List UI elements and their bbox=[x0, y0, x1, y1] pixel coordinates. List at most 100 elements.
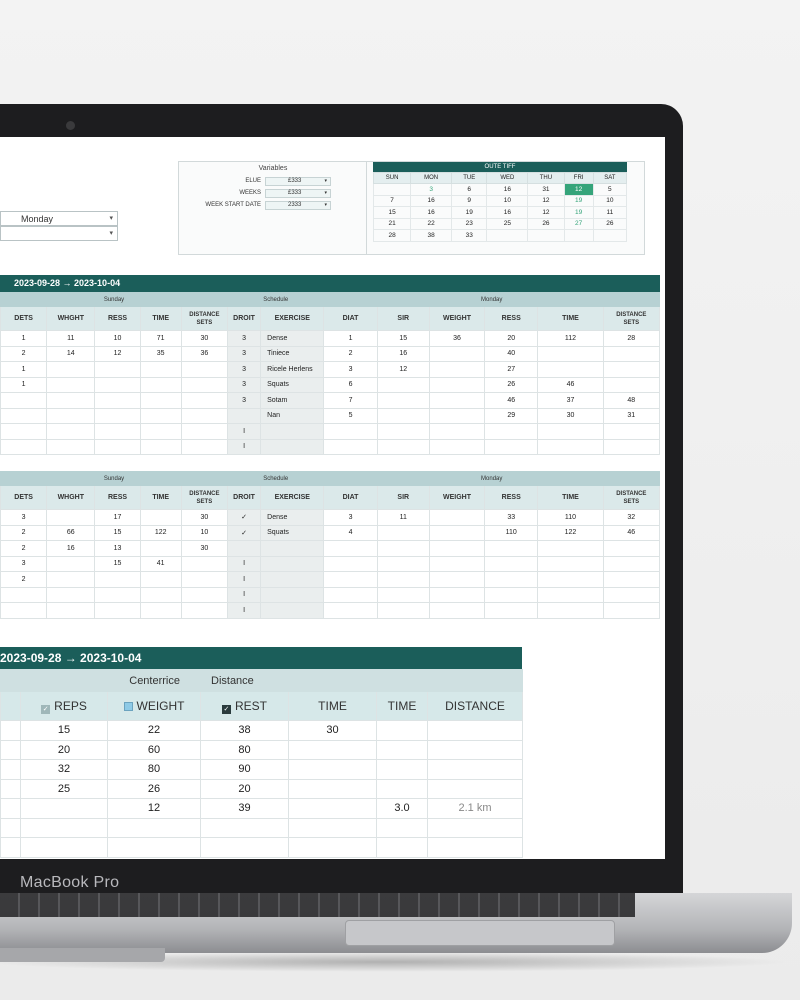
day-select[interactable]: Monday ▾ bbox=[0, 211, 118, 226]
column-header[interactable]: DETS bbox=[0, 306, 48, 331]
calendar-day[interactable]: 16 bbox=[410, 206, 453, 219]
table-cell[interactable] bbox=[139, 423, 182, 440]
table-cell[interactable]: 22 bbox=[107, 720, 201, 741]
row-mark[interactable]: I bbox=[226, 602, 262, 619]
table-cell[interactable]: 66 bbox=[46, 524, 96, 541]
column-header[interactable]: ✓ REST bbox=[200, 691, 289, 721]
table-cell[interactable] bbox=[46, 438, 96, 455]
table-cell[interactable]: 7 bbox=[323, 392, 378, 409]
table-cell[interactable] bbox=[139, 407, 182, 424]
table-cell[interactable]: 39 bbox=[200, 798, 289, 819]
table-cell[interactable]: 36 bbox=[428, 330, 486, 347]
table-cell[interactable] bbox=[376, 720, 429, 741]
table-cell[interactable]: 80 bbox=[107, 759, 201, 780]
calendar-day[interactable]: 19 bbox=[563, 194, 594, 207]
table-cell[interactable]: 3 bbox=[0, 509, 48, 526]
table-cell[interactable] bbox=[484, 602, 539, 619]
row-mark[interactable]: 3 bbox=[226, 345, 262, 362]
exercise-cell[interactable] bbox=[260, 423, 325, 440]
table-cell[interactable] bbox=[20, 798, 108, 819]
table-cell[interactable] bbox=[200, 817, 289, 838]
table-cell[interactable] bbox=[602, 602, 661, 619]
variable-value-select[interactable]: £333 ▾ bbox=[265, 189, 331, 198]
table-cell[interactable]: 80 bbox=[200, 739, 289, 760]
table-cell[interactable] bbox=[180, 361, 229, 378]
table-cell[interactable] bbox=[537, 423, 604, 440]
table-cell[interactable]: 16 bbox=[376, 345, 430, 362]
table-cell[interactable] bbox=[323, 555, 378, 572]
table-cell[interactable] bbox=[376, 376, 430, 393]
calendar-day[interactable] bbox=[372, 183, 412, 196]
table-cell[interactable]: 60 bbox=[107, 739, 201, 760]
exercise-cell[interactable] bbox=[260, 555, 325, 572]
table-cell[interactable] bbox=[537, 602, 604, 619]
table-cell[interactable] bbox=[428, 345, 486, 362]
row-mark[interactable] bbox=[226, 407, 262, 424]
table-cell[interactable] bbox=[139, 376, 182, 393]
table-cell[interactable] bbox=[602, 555, 661, 572]
table-cell[interactable] bbox=[376, 540, 430, 557]
table-cell[interactable]: 71 bbox=[139, 330, 182, 347]
row-mark[interactable]: 3 bbox=[226, 330, 262, 347]
table-cell[interactable] bbox=[139, 438, 182, 455]
table-cell[interactable]: 30 bbox=[180, 509, 229, 526]
table-cell[interactable]: 10 bbox=[180, 524, 229, 541]
table-cell[interactable] bbox=[428, 438, 486, 455]
table-cell[interactable]: 2 bbox=[323, 345, 378, 362]
table-cell[interactable]: 10 bbox=[94, 330, 141, 347]
calendar-day[interactable]: 15 bbox=[372, 206, 412, 219]
table-cell[interactable] bbox=[323, 586, 378, 603]
table-cell[interactable] bbox=[427, 837, 524, 858]
table-cell[interactable] bbox=[94, 392, 141, 409]
table-cell[interactable] bbox=[428, 602, 486, 619]
table-cell[interactable] bbox=[427, 817, 524, 838]
table-cell[interactable] bbox=[427, 720, 524, 741]
exercise-cell[interactable]: Dense bbox=[260, 509, 325, 526]
calendar-day[interactable]: 12 bbox=[527, 194, 565, 207]
table-cell[interactable] bbox=[0, 407, 48, 424]
table-cell[interactable]: 28 bbox=[602, 330, 661, 347]
table-cell[interactable]: 3 bbox=[323, 509, 378, 526]
calendar-day[interactable]: 3 bbox=[410, 183, 453, 196]
column-header[interactable]: WEIGHT bbox=[428, 306, 486, 331]
table-cell[interactable] bbox=[376, 407, 430, 424]
table-cell[interactable] bbox=[287, 798, 378, 819]
table-cell[interactable]: 15 bbox=[20, 720, 108, 741]
table-cell[interactable] bbox=[428, 361, 486, 378]
table-cell[interactable] bbox=[602, 376, 661, 393]
table-cell[interactable] bbox=[428, 407, 486, 424]
table-cell[interactable] bbox=[537, 361, 604, 378]
table-cell[interactable]: 36 bbox=[180, 345, 229, 362]
table-cell[interactable] bbox=[537, 586, 604, 603]
row-mark[interactable] bbox=[226, 540, 262, 557]
calendar-day[interactable]: 6 bbox=[451, 183, 488, 196]
table-cell[interactable]: 11 bbox=[376, 509, 430, 526]
table-cell[interactable] bbox=[376, 586, 430, 603]
table-cell[interactable] bbox=[94, 602, 141, 619]
table-cell[interactable]: 11 bbox=[46, 330, 96, 347]
column-header[interactable]: DIAT bbox=[323, 306, 378, 331]
column-header[interactable]: TIME bbox=[537, 306, 604, 331]
checkbox-checked-icon[interactable]: ✓ bbox=[41, 704, 51, 714]
column-header[interactable]: WEIGHT bbox=[428, 485, 486, 510]
table-cell[interactable] bbox=[376, 759, 429, 780]
table-cell[interactable]: 122 bbox=[537, 524, 604, 541]
table-cell[interactable] bbox=[0, 586, 48, 603]
table-cell[interactable] bbox=[180, 586, 229, 603]
table-cell[interactable]: 110 bbox=[484, 524, 539, 541]
table-cell[interactable] bbox=[376, 524, 430, 541]
column-header[interactable]: RESS bbox=[484, 306, 539, 331]
calendar-day[interactable]: 22 bbox=[410, 217, 453, 230]
table-cell[interactable] bbox=[484, 571, 539, 588]
calendar-day[interactable]: 27 bbox=[563, 217, 594, 230]
column-header[interactable]: DROIT bbox=[226, 306, 262, 331]
table-cell[interactable] bbox=[602, 345, 661, 362]
table-cell[interactable]: 2.1 km bbox=[427, 798, 524, 819]
table-cell[interactable] bbox=[94, 423, 141, 440]
exercise-cell[interactable]: Tiniece bbox=[260, 345, 325, 362]
table-cell[interactable] bbox=[46, 602, 96, 619]
table-cell[interactable] bbox=[287, 778, 378, 799]
table-cell[interactable] bbox=[94, 407, 141, 424]
table-cell[interactable]: 25 bbox=[20, 778, 108, 799]
column-header[interactable]: RESS bbox=[484, 485, 539, 510]
